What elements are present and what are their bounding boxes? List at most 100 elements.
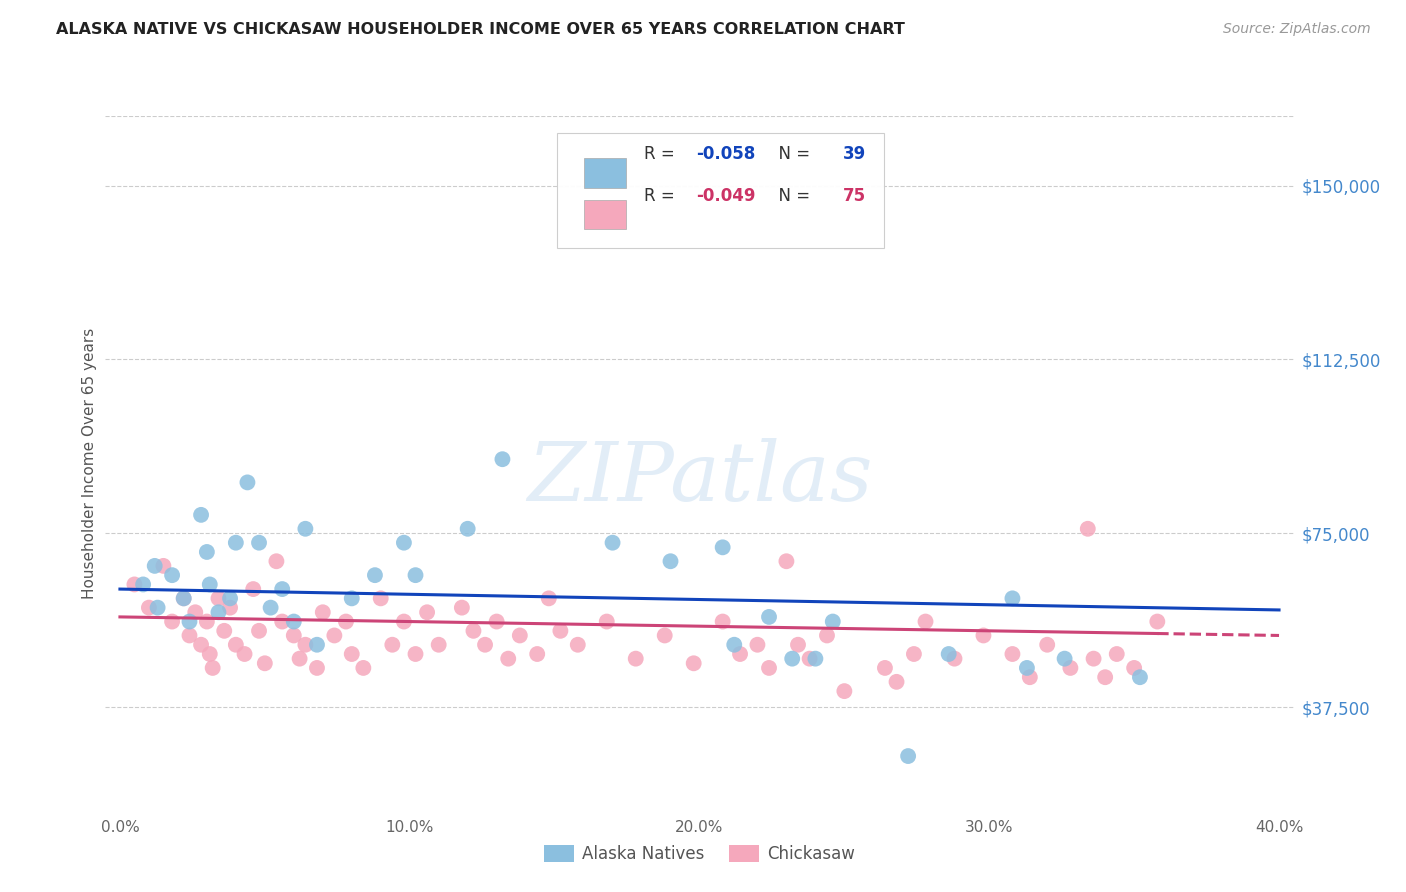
Point <box>903 647 925 661</box>
Point <box>160 615 183 629</box>
Point <box>550 624 572 638</box>
Point <box>198 577 221 591</box>
Point <box>146 600 169 615</box>
Point <box>775 554 797 568</box>
Point <box>873 661 896 675</box>
Point <box>198 647 221 661</box>
Point <box>537 591 560 606</box>
Text: N =: N = <box>769 187 815 205</box>
Point <box>283 615 305 629</box>
Point <box>392 535 415 549</box>
Point <box>1083 651 1105 665</box>
Point <box>602 535 624 549</box>
Text: -0.058: -0.058 <box>696 145 755 163</box>
Point <box>305 661 328 675</box>
Text: Source: ZipAtlas.com: Source: ZipAtlas.com <box>1223 22 1371 37</box>
Point <box>225 535 247 549</box>
Point <box>294 638 316 652</box>
Point <box>682 657 704 671</box>
Point <box>1018 670 1040 684</box>
Point <box>596 615 619 629</box>
Point <box>821 615 844 629</box>
Point <box>886 674 908 689</box>
Point <box>758 610 780 624</box>
Point <box>427 638 450 652</box>
Point <box>711 615 734 629</box>
Text: R =: R = <box>644 145 679 163</box>
Y-axis label: Householder Income Over 65 years: Householder Income Over 65 years <box>82 328 97 599</box>
Point <box>225 638 247 652</box>
Point <box>190 638 212 652</box>
Point <box>335 615 357 629</box>
Point <box>567 638 589 652</box>
Point <box>897 749 920 764</box>
Point <box>485 615 508 629</box>
Point <box>195 545 218 559</box>
Point <box>233 647 256 661</box>
Text: 39: 39 <box>844 145 866 163</box>
Point <box>352 661 374 675</box>
Point <box>943 651 966 665</box>
Point <box>1053 651 1076 665</box>
Point <box>219 600 242 615</box>
Point <box>1059 661 1081 675</box>
Point <box>405 647 427 661</box>
Point <box>815 628 838 642</box>
Point <box>1015 661 1038 675</box>
Legend: Alaska Natives, Chickasaw: Alaska Natives, Chickasaw <box>537 838 862 870</box>
Point <box>711 541 734 555</box>
Point <box>972 628 994 642</box>
Text: -0.049: -0.049 <box>696 187 755 205</box>
Point <box>271 582 294 596</box>
Point <box>787 638 810 652</box>
Point <box>242 582 264 596</box>
Point <box>236 475 259 490</box>
Text: N =: N = <box>769 145 815 163</box>
Point <box>259 600 281 615</box>
Point <box>247 624 270 638</box>
Point <box>219 591 242 606</box>
Text: ZIPatlas: ZIPatlas <box>527 438 872 517</box>
Point <box>381 638 404 652</box>
Point <box>364 568 387 582</box>
FancyBboxPatch shape <box>557 134 883 248</box>
Point <box>1036 638 1059 652</box>
Point <box>1123 661 1146 675</box>
Point <box>179 615 201 629</box>
Text: 75: 75 <box>844 187 866 205</box>
Point <box>1001 647 1024 661</box>
Point <box>834 684 856 698</box>
Point <box>294 522 316 536</box>
Point <box>173 591 195 606</box>
Point <box>132 577 155 591</box>
Point <box>659 554 682 568</box>
Point <box>253 657 276 671</box>
FancyBboxPatch shape <box>585 159 626 187</box>
Point <box>340 647 363 661</box>
Point <box>266 554 288 568</box>
Point <box>323 628 346 642</box>
Point <box>474 638 496 652</box>
Point <box>138 600 160 615</box>
Point <box>124 577 146 591</box>
Point <box>914 615 936 629</box>
Point <box>526 647 548 661</box>
Point <box>1146 615 1168 629</box>
Point <box>758 661 780 675</box>
Point <box>214 624 236 638</box>
Point <box>1001 591 1024 606</box>
Point <box>416 605 439 619</box>
Point <box>201 661 224 675</box>
Point <box>1105 647 1128 661</box>
Point <box>463 624 485 638</box>
Point <box>207 591 229 606</box>
Point <box>340 591 363 606</box>
Point <box>190 508 212 522</box>
FancyBboxPatch shape <box>585 200 626 229</box>
Point <box>370 591 392 606</box>
Point <box>152 558 174 573</box>
Point <box>624 651 647 665</box>
Point <box>195 615 218 629</box>
Point <box>312 605 335 619</box>
Point <box>207 605 229 619</box>
